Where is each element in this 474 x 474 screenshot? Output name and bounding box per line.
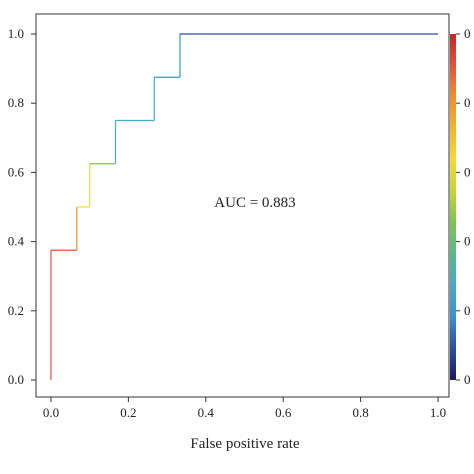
- y-tick-label: 0.6: [8, 164, 25, 179]
- colorbar-tick-label: 0: [464, 303, 471, 318]
- colorbar-tick-label: 0: [464, 234, 471, 249]
- colorbar-tick-label: 0: [464, 95, 471, 110]
- plot-frame: [35, 13, 450, 398]
- roc-curve: [50, 33, 438, 380]
- x-tick-label: 0.2: [120, 405, 136, 420]
- colorbar-tick-label: 0: [464, 26, 471, 41]
- x-tick-label: 0.8: [352, 405, 368, 420]
- y-tick-label: 1.0: [8, 26, 24, 41]
- y-axis-ticks: 0.0 0.2 0.4 0.6 0.8 1.0: [8, 26, 36, 387]
- y-tick-label: 0.8: [8, 95, 24, 110]
- colorbar-tick-label: 0: [464, 372, 471, 387]
- colorbar-tick-label: 0: [464, 164, 471, 179]
- x-axis-ticks: 0.0 0.2 0.4 0.6 0.8 1.0: [43, 397, 446, 420]
- x-tick-label: 0.4: [198, 405, 215, 420]
- x-axis-title: False positive rate: [190, 436, 299, 452]
- x-tick-label: 0.0: [43, 405, 59, 420]
- auc-annotation: AUC = 0.883: [214, 195, 295, 211]
- colorbar-labels: 0 0 0 0 0 0: [456, 26, 471, 387]
- y-tick-label: 0.4: [8, 234, 25, 249]
- y-tick-label: 0.0: [8, 372, 24, 387]
- x-tick-label: 0.6: [275, 405, 292, 420]
- y-tick-label: 0.2: [8, 303, 24, 318]
- x-tick-label: 1.0: [430, 405, 446, 420]
- colorbar: [450, 34, 456, 380]
